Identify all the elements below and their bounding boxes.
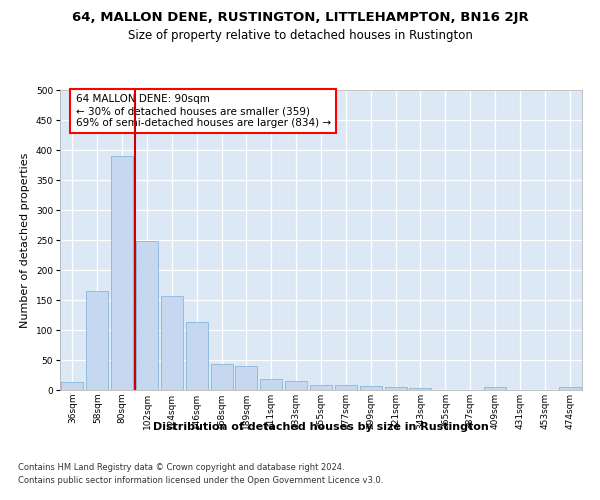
Bar bbox=[260, 379, 282, 390]
Text: Distribution of detached houses by size in Rustington: Distribution of detached houses by size … bbox=[153, 422, 489, 432]
Text: Contains public sector information licensed under the Open Government Licence v3: Contains public sector information licen… bbox=[18, 476, 383, 485]
Text: 64, MALLON DENE, RUSTINGTON, LITTLEHAMPTON, BN16 2JR: 64, MALLON DENE, RUSTINGTON, LITTLEHAMPT… bbox=[71, 11, 529, 24]
Bar bbox=[385, 387, 407, 390]
Text: Size of property relative to detached houses in Rustington: Size of property relative to detached ho… bbox=[128, 29, 472, 42]
Bar bbox=[235, 366, 257, 390]
Bar bbox=[484, 387, 506, 390]
Bar bbox=[360, 386, 382, 390]
Bar bbox=[335, 384, 357, 390]
Bar bbox=[559, 387, 581, 390]
Bar bbox=[111, 156, 133, 390]
Bar bbox=[86, 291, 108, 390]
Bar bbox=[409, 388, 431, 390]
Bar bbox=[161, 296, 183, 390]
Bar bbox=[61, 382, 83, 390]
Text: Contains HM Land Registry data © Crown copyright and database right 2024.: Contains HM Land Registry data © Crown c… bbox=[18, 462, 344, 471]
Bar bbox=[285, 381, 307, 390]
Bar bbox=[310, 384, 332, 390]
Bar bbox=[136, 241, 158, 390]
Text: 64 MALLON DENE: 90sqm
← 30% of detached houses are smaller (359)
69% of semi-det: 64 MALLON DENE: 90sqm ← 30% of detached … bbox=[76, 94, 331, 128]
Bar bbox=[211, 364, 233, 390]
Y-axis label: Number of detached properties: Number of detached properties bbox=[20, 152, 30, 328]
Bar bbox=[186, 322, 208, 390]
